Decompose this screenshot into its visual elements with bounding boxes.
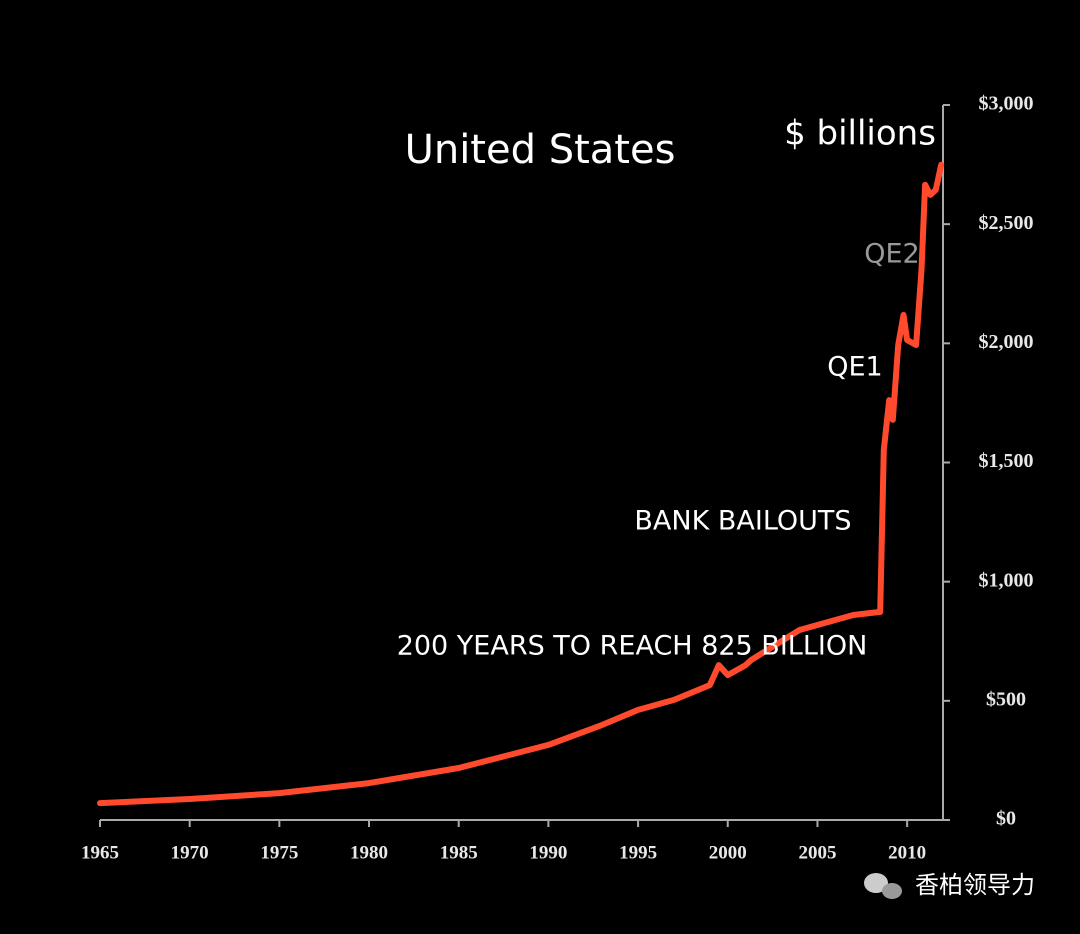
y-tick-label: $2,000 [979,331,1034,353]
data-line [97,161,945,807]
y-tick-label: $0 [996,808,1016,830]
x-tick-label: 1980 [350,842,388,863]
watermark: 香柏领导力 [915,871,1035,899]
annotation: BANK BAILOUTS [634,506,851,537]
x-tick-label: 1975 [260,842,298,863]
chart-title: United States [405,127,676,173]
y-tick-label: $500 [986,688,1026,710]
x-tick-label: 2000 [709,842,747,863]
x-tick-label: 1970 [171,842,209,863]
annotation: QE2 [864,239,920,270]
watermark-icon [864,873,902,899]
y-tick-label: $2,500 [979,212,1034,234]
x-tick-label: 1985 [440,842,478,863]
annotation: QE1 [827,352,883,383]
x-tick-label: 2010 [888,842,926,863]
annotation: 200 YEARS TO REACH 825 BILLION [397,631,868,662]
y-tick-label: $3,000 [979,93,1034,115]
y-axis-label: $ billions [784,114,936,154]
x-tick-label: 1995 [619,842,657,863]
y-tick-label: $1,500 [979,450,1034,472]
x-tick-label: 2005 [798,842,836,863]
y-tick-label: $1,000 [979,569,1034,591]
x-tick-label: 1965 [81,842,119,863]
x-tick-label: 1990 [529,842,567,863]
